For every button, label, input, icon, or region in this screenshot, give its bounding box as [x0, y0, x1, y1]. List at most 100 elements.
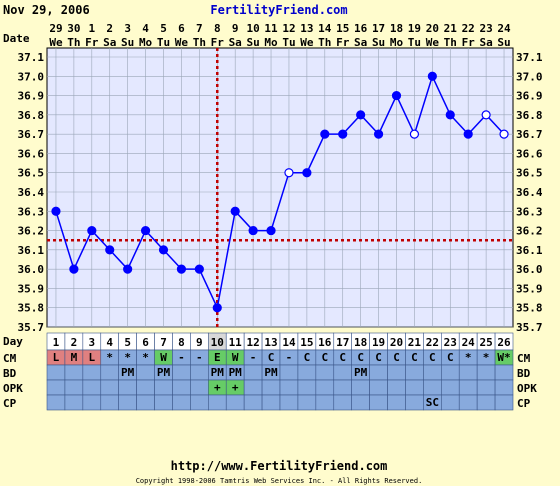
date-number: 22: [462, 22, 475, 35]
cm-cell: *: [106, 351, 113, 364]
temperature-line: [55, 74, 505, 311]
date-number: 10: [246, 22, 259, 35]
weekday-label: Th: [193, 36, 206, 49]
plot-area: [46, 47, 514, 328]
weekday-label: Fr: [336, 36, 350, 49]
y-tick-label-right: 36.8: [516, 109, 543, 122]
bd-cell-bg: [441, 364, 460, 381]
temperature-point: [140, 225, 151, 236]
day-cell: 14: [282, 336, 296, 349]
weekday-label: Fr: [85, 36, 99, 49]
date-number: 3: [124, 22, 131, 35]
date-number: 30: [67, 22, 80, 35]
y-tick-label-left: 36.0: [18, 263, 45, 276]
temperature-point: [266, 225, 276, 236]
date-number: 1: [88, 22, 95, 35]
bd-cell-bg: [82, 364, 102, 381]
opk-cell-bg: [333, 379, 352, 396]
footer-copyright: Copyright 1998-2006 Tamtris Web Services…: [136, 477, 423, 485]
cp-row-label-right: CP: [517, 397, 531, 410]
day-cell: 15: [300, 336, 313, 349]
opk-cell-bg: [118, 379, 137, 396]
cp-cell-bg: [333, 394, 352, 411]
day-cell: 23: [444, 336, 457, 349]
y-tick-label-left: 37.0: [18, 70, 45, 83]
weekday-label: Su: [372, 36, 385, 49]
y-tick-label-left: 37.1: [18, 51, 45, 64]
date-number: 14: [318, 22, 332, 35]
y-tick-label-right: 36.2: [516, 225, 543, 238]
bd-row-label-right: BD: [517, 367, 531, 380]
bd-cell-bg: [369, 364, 388, 381]
weekday-label: Th: [67, 36, 80, 49]
bd-cell-bg: [476, 364, 496, 381]
cm-cell: E: [214, 351, 221, 364]
temperature-point: [338, 129, 348, 139]
opk-cell-bg: [441, 379, 460, 396]
opk-cell-bg: [172, 379, 191, 396]
date-number: 19: [408, 22, 421, 35]
day-cell: 13: [264, 336, 277, 349]
date-number: 4: [142, 22, 149, 35]
date-number: 11: [264, 22, 278, 35]
cm-cell: W: [160, 351, 167, 364]
date-number: 13: [300, 22, 313, 35]
y-tick-label-left: 36.4: [18, 186, 45, 199]
day-cell: 12: [246, 336, 259, 349]
opk-cell: +: [232, 381, 239, 394]
date-number: 7: [196, 22, 203, 35]
temperature-point: [69, 264, 79, 274]
day-cell: 21: [408, 336, 422, 349]
opk-cell-bg: [423, 379, 442, 396]
site-title-link[interactable]: FertilityFriend.com: [210, 3, 347, 17]
opk-cell-bg: [458, 379, 478, 396]
bd-cell-bg: [405, 364, 424, 381]
opk-cell-bg: [297, 379, 317, 396]
cm-cell: *: [465, 351, 472, 364]
day-cell: 18: [354, 336, 367, 349]
temperature-point: [248, 225, 258, 236]
opk-cell-bg: [315, 379, 335, 396]
cm-cell: *: [483, 351, 490, 364]
cp-cell-bg: [136, 394, 155, 411]
cm-cell: C: [411, 351, 418, 364]
day-cell: 7: [160, 336, 167, 349]
y-tick-label-left: 35.8: [18, 302, 45, 315]
day-cell: 16: [318, 336, 332, 349]
footer-url-link[interactable]: http://www.FertilityFriend.com: [171, 459, 388, 473]
cm-cell: C: [357, 351, 364, 364]
y-tick-label-left: 36.7: [18, 128, 45, 141]
y-tick-label-right: 36.9: [516, 90, 543, 103]
y-tick-label-left: 36.9: [18, 90, 45, 103]
cm-cell: C: [447, 351, 454, 364]
bd-cell: PM: [121, 366, 135, 379]
y-tick-label-right: 35.7: [516, 321, 543, 334]
cp-cell-bg: [100, 394, 119, 411]
bd-cell-bg: [190, 364, 209, 381]
data-rows: 1 2 3 4 5 6 7 8 9 10 11 12 13 14 15 16 17 18 19 20 21 22 23 24 2…: [46, 332, 514, 411]
cm-cell: W: [232, 351, 239, 364]
date-number: 9: [232, 22, 239, 35]
cm-row-label: CM: [3, 352, 17, 365]
y-axis-labels: 37.1 37.1 37.0 37.0 36.9 36.9 36.8 36.8 36.7 36.7…: [18, 51, 543, 334]
temperature-point: [51, 206, 61, 216]
weekday-label: Sa: [479, 36, 492, 49]
date-number: 29: [49, 22, 62, 35]
date-number: 6: [178, 22, 185, 35]
weekday-label: Su: [246, 36, 259, 49]
opk-cell-bg: [46, 379, 66, 396]
cp-cell-bg: [243, 394, 263, 411]
cm-cell: C: [375, 351, 382, 364]
day-cell: 25: [479, 336, 492, 349]
cm-cell: C: [321, 351, 328, 364]
opk-cell: +: [214, 381, 221, 394]
cp-cell-bg: [315, 394, 335, 411]
date-number: 8: [214, 22, 221, 35]
opk-row-label: OPK: [3, 382, 23, 395]
y-tick-label-right: 35.9: [516, 282, 543, 295]
day-cell: 26: [497, 336, 511, 349]
opk-cell-bg: [64, 379, 84, 396]
bd-cell: PM: [211, 366, 225, 379]
weekday-label: We: [426, 36, 440, 49]
